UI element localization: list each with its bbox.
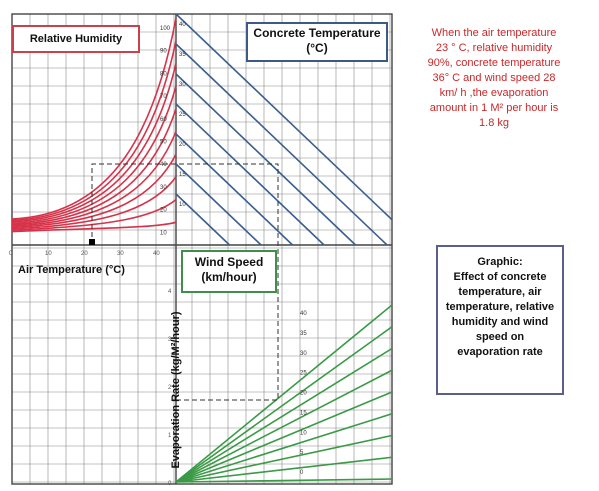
concrete-temperature-label: 25: [179, 112, 186, 118]
concrete-temperature-label: Concrete Temperature (°C): [246, 22, 388, 62]
caption-box: Graphic: Effect of concrete temperature,…: [436, 245, 564, 395]
humidity-curve-label: 50: [160, 140, 167, 146]
humidity-curve: [11, 85, 177, 224]
wind-speed-label: 40: [300, 311, 307, 317]
caption-body: Effect of concrete temperature, air temp…: [445, 271, 555, 358]
concrete-temperature-label: 10: [179, 202, 186, 208]
wind-speed-line: [175, 456, 393, 483]
wind-speed-label: Wind Speed (km/hour): [181, 250, 277, 293]
humidity-curve: [11, 153, 177, 229]
humidity-curve: [11, 198, 177, 231]
tick-labels: 0 10 20 30 40 0 1 2 3 4: [9, 239, 172, 487]
evaporation-rate-tick: 2: [168, 385, 172, 391]
humidity-curve-label: 80: [160, 71, 167, 77]
wind-speed-text: Wind Speed (km/hour): [194, 255, 264, 284]
wind-speed-label: 25: [300, 371, 307, 377]
relative-humidity-text: Relative Humidity: [29, 33, 123, 45]
concrete-temperature-line: [175, 43, 388, 246]
humidity-curve-label: 10: [160, 230, 167, 236]
wind-speed-label: 35: [300, 331, 307, 337]
wind-speed-line: [175, 391, 393, 483]
wind-speed-label: 5: [300, 450, 304, 456]
evaporation-rate-tick: 0: [168, 481, 172, 487]
frame: [11, 13, 393, 485]
example-path: [91, 163, 279, 401]
humidity-curve-label: 100: [160, 26, 171, 32]
evaporation-rate-tick: 4: [168, 289, 172, 295]
wind-speed-label: 15: [300, 410, 307, 416]
humidity-curve: [11, 40, 177, 222]
concrete-temperature-line: [175, 73, 357, 246]
humidity-curve: [11, 131, 177, 227]
air-temperature-tick: 40: [153, 251, 160, 257]
wind-speed-line: [175, 347, 393, 483]
wind-speed-line: [175, 434, 393, 483]
humidity-curve-label: 20: [160, 208, 167, 214]
air-temperature-tick: 10: [45, 251, 52, 257]
concrete-temperature-label: 40: [179, 22, 186, 28]
wind-speed-lines: 40 35 30 25 20 15 10 5 0: [175, 304, 393, 483]
grid: [11, 13, 393, 485]
caption-title: Graphic:: [477, 256, 523, 268]
humidity-curve-label: 70: [160, 94, 167, 100]
concrete-temperature-label: 30: [179, 82, 186, 88]
humidity-curve-label: 60: [160, 117, 167, 123]
concrete-temperature-line: [175, 13, 393, 221]
air-temperature-marker: [89, 239, 95, 245]
wind-speed-label: 20: [300, 391, 307, 397]
concrete-temperature-line: [175, 133, 294, 246]
evaporation-rate-tick: 3: [168, 337, 172, 343]
concrete-temperature-line: [175, 193, 231, 246]
wind-speed-line: [175, 326, 393, 483]
concrete-temperature-line: [175, 103, 325, 246]
wind-speed-label: 0: [300, 470, 304, 476]
concrete-temperature-label: 35: [179, 52, 186, 58]
concrete-temperature-line: [175, 163, 262, 246]
concrete-temperature-text: Concrete Temperature (°C): [253, 26, 381, 55]
air-temperature-tick: 0: [9, 251, 13, 257]
example-dashed-path: [91, 163, 279, 401]
relative-humidity-label: Relative Humidity: [12, 25, 140, 53]
humidity-curve-label: 90: [160, 49, 167, 55]
air-temperature-tick: 30: [117, 251, 124, 257]
wind-speed-label: 30: [300, 351, 307, 357]
wind-speed-line: [175, 478, 393, 483]
humidity-curve: [11, 63, 177, 223]
air-temperature-axis-label: Air Temperature (°C): [18, 264, 125, 276]
wind-speed-line: [175, 304, 393, 483]
humidity-curve: [11, 108, 177, 226]
air-temperature-tick: 20: [81, 251, 88, 257]
example-note: When the air temperature 23 ° C, relativ…: [427, 27, 561, 129]
relative-humidity-curves: 100 90 80 70 60 50 40 30 20 10: [11, 17, 177, 236]
concrete-temperature-label: 15: [179, 172, 186, 178]
humidity-curve-label: 40: [160, 162, 167, 168]
humidity-curve-label: 30: [160, 185, 167, 191]
concrete-temperature-label: 20: [179, 142, 186, 148]
wind-speed-line: [175, 412, 393, 483]
humidity-curve: [11, 221, 177, 233]
evaporation-rate-axis-label: Evaporation Rate (kg/M²/hour): [170, 311, 182, 469]
humidity-curve: [11, 176, 177, 230]
wind-speed-label: 10: [300, 430, 307, 436]
humidity-curve: [11, 17, 177, 220]
wind-speed-line: [175, 369, 393, 483]
evaporation-rate-tick: 1: [168, 433, 172, 439]
concrete-temperature-lines: 40 35 30 25 20 15 10: [175, 13, 393, 246]
